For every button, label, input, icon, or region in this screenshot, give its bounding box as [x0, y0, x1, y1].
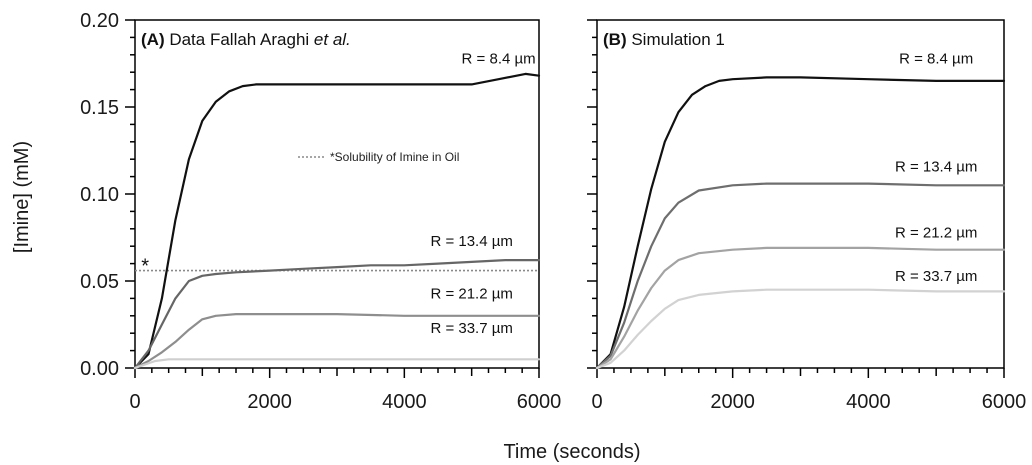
- panel-letter: (A): [141, 30, 169, 49]
- x-tick-label: 4000: [846, 391, 891, 413]
- panel-title-part: Simulation 1: [631, 30, 725, 49]
- series-label-1: R = 8.4 µm: [462, 51, 536, 68]
- x-tick-label: 6000: [517, 391, 562, 413]
- panel-title-part: et al.: [314, 30, 351, 49]
- solubility-marker: *: [141, 255, 149, 277]
- panel-title-a: (A) Data Fallah Araghi et al.: [141, 30, 351, 49]
- x-tick-label: 6000: [982, 391, 1027, 413]
- series-line-3: [133, 313, 541, 370]
- x-axis-title: Time (seconds): [503, 441, 640, 463]
- series-label-1: R = 8.4 µm: [899, 51, 973, 68]
- panel-a: 0 2000 4000 6000 0.00 0.05 0.10 0.15 0.20 * *Solub…: [80, 10, 561, 413]
- y-tick-label: 0.05: [80, 271, 119, 293]
- series-label-3: R = 21.2 µm: [430, 285, 512, 302]
- panel-b: 0 2000 4000 6000 R = 8.4 µm R = 13.4 µm R = 21…: [587, 19, 1027, 413]
- series-label-4: R = 33.7 µm: [430, 320, 512, 337]
- x-tick-label: 2000: [710, 391, 755, 413]
- series-line-4: [133, 358, 541, 370]
- y-tick-label: 0.10: [80, 184, 119, 206]
- panel-title-b: (B) Simulation 1: [603, 30, 725, 49]
- y-axis-title: [Imine] (mM): [11, 141, 33, 253]
- series-line-3: [595, 246, 1006, 370]
- series-line-4: [595, 288, 1006, 370]
- series-label-2: R = 13.4 µm: [895, 158, 977, 175]
- panel-title-part: Data Fallah Araghi: [169, 30, 314, 49]
- series-line-1: [133, 72, 541, 370]
- x-tick-label: 4000: [382, 391, 427, 413]
- legend-label: *Solubility of Imine in Oil: [330, 150, 459, 164]
- series-label-3: R = 21.2 µm: [895, 225, 977, 242]
- y-tick-label: 0.20: [80, 10, 119, 32]
- x-tick-label: 0: [591, 391, 602, 413]
- x-tick-label: 0: [129, 391, 140, 413]
- series-line-1: [595, 76, 1006, 370]
- series-line-2: [133, 259, 541, 370]
- series-label-4: R = 33.7 µm: [895, 268, 977, 285]
- y-tick-label: 0.00: [80, 358, 119, 380]
- x-tick-label: 2000: [247, 391, 292, 413]
- series-label-2: R = 13.4 µm: [430, 233, 512, 250]
- series-line-2: [595, 182, 1006, 370]
- panel-letter: (B): [603, 30, 631, 49]
- y-tick-label: 0.15: [80, 97, 119, 119]
